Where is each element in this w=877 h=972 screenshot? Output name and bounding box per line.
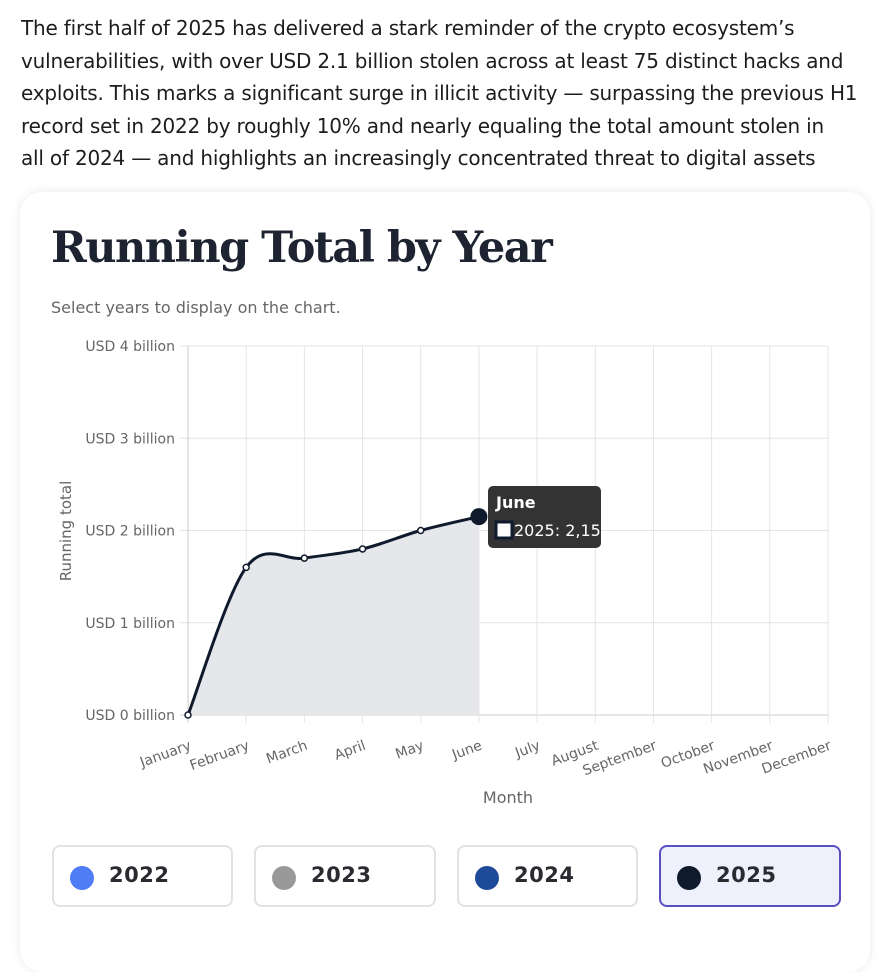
y-tick-label: USD 0 billion (85, 708, 175, 724)
year-button[interactable]: 2023 (254, 845, 436, 907)
point (470, 508, 488, 526)
point (184, 711, 192, 719)
tooltip-title: June (495, 493, 536, 512)
y-axis-title: Running total (57, 481, 75, 582)
chart: Running Total by Year Select years to di… (51, 223, 834, 807)
x-axis-title: Month (483, 788, 533, 807)
page: The first half of 2025 has delivered a s… (21, 12, 858, 907)
area (188, 516, 479, 715)
year-label: 2025 (716, 863, 777, 887)
year-label: 2024 (514, 863, 575, 887)
y-tick-label: USD 1 billion (85, 616, 175, 632)
paragraph-line: all of 2024 — and highlights an increasi… (21, 146, 816, 171)
year-dot (272, 866, 296, 890)
x-tick-label: April (332, 738, 368, 764)
paragraph-line: The first half of 2025 has delivered a s… (21, 16, 795, 40)
tooltip-box (488, 486, 601, 548)
tooltip-label: 2025: 2,15 (514, 521, 601, 540)
chart-title: Running Total by Year (51, 223, 554, 273)
x-tick-label: January (137, 738, 193, 772)
year-label: 2023 (311, 863, 372, 887)
paragraph-line: record set in 2022 by roughly 10% and ne… (21, 113, 824, 138)
year-button[interactable]: 2025 (659, 845, 841, 907)
y-tick-label: USD 4 billion (85, 339, 175, 355)
year-dot (70, 866, 94, 890)
x-tick-label: February (188, 738, 252, 774)
x-tick-label: July (512, 738, 542, 762)
chart-subtitle: Select years to display on the chart. (51, 298, 341, 317)
y-tick-label: USD 3 billion (85, 431, 175, 447)
point (358, 545, 367, 553)
tooltip-swatch (494, 520, 514, 540)
x-tick-label: May (393, 738, 426, 763)
point (242, 563, 250, 572)
x-tick-label: June (449, 738, 484, 764)
year-button[interactable]: 2024 (457, 845, 638, 907)
year-dot (475, 866, 499, 890)
point (416, 526, 425, 535)
intro-paragraph: The first half of 2025 has delivered a s… (21, 12, 858, 175)
year-dot (677, 866, 701, 890)
year-label: 2022 (109, 863, 170, 887)
paragraph-line: vulnerabilities, with over USD 2.1 billi… (21, 48, 844, 73)
y-tick-label: USD 2 billion (85, 524, 175, 540)
year-button[interactable]: 2022 (52, 845, 233, 907)
point (300, 554, 309, 562)
paragraph-line: exploits. This marks a significant surge… (21, 81, 858, 106)
x-tick-label: March (264, 738, 310, 768)
tooltip: June 2025: 2,15 (488, 486, 601, 548)
